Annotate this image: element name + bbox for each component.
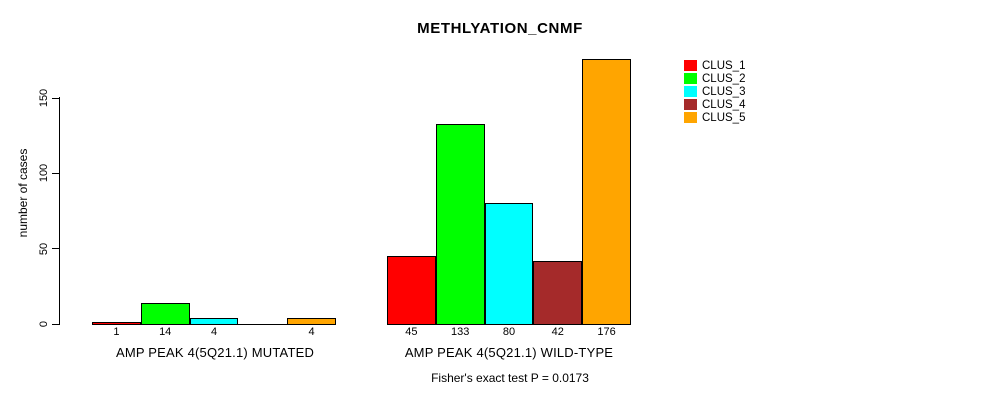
legend: CLUS_1 CLUS_2 CLUS_3 CLUS_4 CLUS_5 [684, 59, 745, 124]
bar-mutated-clus_3 [189, 317, 239, 325]
legend-swatch-clus_5 [684, 112, 697, 123]
group-label-wild-type: AMP PEAK 4(5Q21.1) WILD-TYPE [404, 345, 614, 360]
y-tick-label: 0 [38, 320, 50, 328]
chart-title: METHLYATION_CNMF [417, 20, 583, 37]
bar-value-label: 176 [597, 326, 616, 338]
fisher-test-annotation: Fisher's exact test P = 0.0173 [431, 371, 589, 385]
y-tick-mark [52, 172, 59, 174]
bar-mutated-clus_4 [238, 324, 288, 325]
bar-wild-type-clus_3 [484, 203, 534, 325]
bar-value-label: 42 [551, 326, 564, 338]
y-tick-mark [52, 323, 59, 325]
legend-row-clus_3: CLUS_3 [684, 85, 745, 98]
legend-swatch-clus_1 [684, 60, 697, 71]
bar-mutated-clus_1 [92, 322, 141, 325]
y-tick-label: 100 [38, 164, 50, 183]
legend-swatch-clus_3 [684, 86, 697, 97]
legend-row-clus_1: CLUS_1 [684, 59, 745, 72]
bar-wild-type-clus_5 [582, 58, 631, 325]
legend-row-clus_2: CLUS_2 [684, 72, 745, 85]
y-tick-mark [52, 248, 59, 250]
group-label-mutated: AMP PEAK 4(5Q21.1) MUTATED [115, 345, 315, 360]
bar-value-label: 133 [451, 326, 470, 338]
legend-label-clus_2: CLUS_2 [702, 72, 746, 85]
y-tick-label: 150 [38, 88, 50, 108]
legend-label-clus_5: CLUS_5 [702, 111, 746, 124]
bar-value-label: 45 [405, 326, 418, 338]
y-axis-line [59, 97, 60, 325]
bar-value-label: 80 [502, 326, 516, 338]
bar-mutated-clus_2 [140, 302, 190, 325]
bar-mutated-clus_5 [287, 317, 336, 325]
legend-swatch-clus_2 [684, 73, 697, 84]
y-axis-label: number of cases [16, 148, 30, 238]
legend-row-clus_4: CLUS_4 [684, 98, 745, 111]
bar-wild-type-clus_1 [387, 256, 436, 325]
legend-label-clus_4: CLUS_4 [702, 98, 746, 111]
bar-wild-type-clus_2 [435, 123, 485, 325]
y-tick-label: 50 [38, 242, 50, 255]
y-tick-mark [52, 97, 59, 99]
legend-swatch-clus_4 [684, 99, 697, 110]
bar-wild-type-clus_4 [533, 260, 583, 325]
bar-value-label: 4 [210, 326, 218, 338]
legend-label-clus_1: CLUS_1 [702, 59, 746, 72]
legend-row-clus_5: CLUS_5 [684, 111, 745, 124]
bar-value-label: 14 [159, 326, 172, 338]
legend-label-clus_3: CLUS_3 [702, 85, 746, 98]
bar-value-label: 4 [308, 326, 315, 338]
bar-value-label: 1 [113, 326, 120, 338]
